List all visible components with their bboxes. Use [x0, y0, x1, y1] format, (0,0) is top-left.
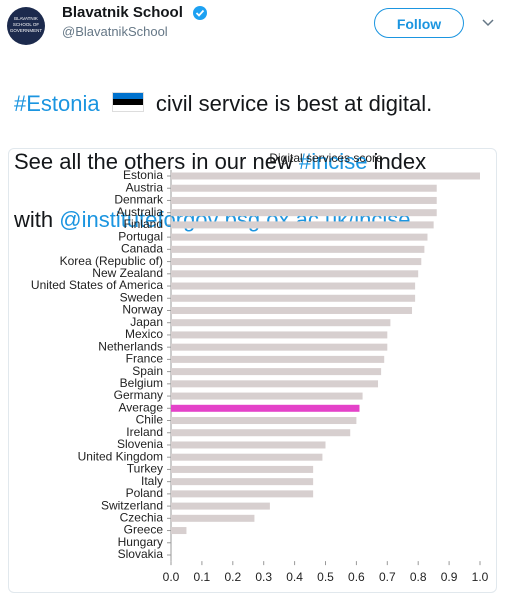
bar [171, 478, 314, 486]
tweet-text: #Estonia civil service is best at digita… [14, 60, 432, 263]
y-tick-label: France [126, 352, 164, 366]
y-tick-label: Japan [130, 315, 163, 329]
y-tick-label: Turkey [127, 462, 163, 476]
y-tick-label: Germany [114, 388, 163, 402]
y-tick-label: Chile [136, 413, 164, 427]
y-tick-label: Italy [141, 474, 163, 488]
x-tick-label: 0.3 [255, 570, 272, 584]
y-tick-label: Canada [121, 242, 163, 256]
avatar-text: GOVERNMENT [10, 28, 43, 33]
avatar-text: BLAVATNIK [14, 16, 38, 21]
hashtag[interactable]: #Estonia [14, 91, 100, 116]
bar [171, 514, 255, 522]
verified-badge [193, 6, 207, 20]
y-tick-label: Czechia [120, 510, 164, 524]
bar [171, 294, 416, 302]
y-tick-label: Portugal [118, 229, 163, 243]
x-tick-label: 0.1 [194, 570, 211, 584]
bar [171, 270, 419, 278]
menu-chevron[interactable] [481, 18, 495, 28]
text: civil service is best at digital. [155, 91, 433, 116]
y-tick-label: Sweden [120, 290, 163, 304]
y-tick-label: United Kingdom [78, 449, 163, 463]
bar [171, 502, 270, 510]
image-card[interactable] [8, 148, 497, 593]
bar [171, 233, 428, 241]
bar [171, 527, 187, 535]
y-tick-label: Austria [126, 180, 164, 194]
x-tick-label: 1.0 [472, 570, 489, 584]
bar [171, 404, 360, 412]
y-tick-label: Norway [122, 303, 163, 317]
y-tick-label: New Zealand [92, 266, 163, 280]
hashtag[interactable]: #incise [298, 149, 368, 174]
bar [171, 343, 388, 351]
x-tick-label: 0.5 [317, 570, 334, 584]
follow-button[interactable]: Follow [374, 8, 464, 38]
x-tick-label: 0.8 [410, 570, 427, 584]
bar [171, 221, 434, 229]
y-tick-label: Belgium [120, 376, 163, 390]
x-tick-label: 0.0 [163, 570, 180, 584]
bar [171, 465, 314, 473]
bar [171, 172, 480, 180]
bar [171, 453, 323, 461]
text: index [367, 149, 427, 174]
bar [171, 441, 326, 449]
flag [111, 92, 144, 112]
bar [171, 184, 437, 192]
y-tick-label: Korea (Republic of) [60, 254, 163, 268]
bar [171, 245, 425, 253]
bar [171, 380, 379, 388]
text: See all the others in our new [14, 149, 299, 174]
x-tick-label: 0.9 [441, 570, 458, 584]
x-tick-label: 0.2 [224, 570, 241, 584]
display-name[interactable]: Blavatnik School [62, 4, 183, 21]
bar [171, 355, 385, 363]
y-tick-label: Slovakia [118, 547, 164, 561]
bar [171, 417, 357, 425]
y-tick-label: Finland [124, 217, 163, 231]
handle[interactable]: @BlavatnikSchool [62, 24, 168, 39]
x-tick-label: 0.4 [286, 570, 303, 584]
x-tick-label: 0.7 [379, 570, 396, 584]
chart-title: Digital services score [269, 151, 383, 165]
bar [171, 429, 351, 437]
y-tick-label: Netherlands [98, 339, 163, 353]
bar [171, 196, 437, 204]
y-tick-label: Spain [132, 364, 163, 378]
bar [171, 490, 314, 498]
tweet-line: See all the others in our new #incise in… [14, 147, 432, 176]
bar [171, 258, 422, 266]
y-tick-label: Hungary [118, 535, 163, 549]
x-tick-label: 0.6 [348, 570, 365, 584]
bar [171, 368, 382, 376]
avatar[interactable]: BLAVATNIK SCHOOL OF GOVERNMENT [4, 4, 54, 54]
bar [171, 209, 437, 217]
bar [171, 331, 388, 339]
y-tick-label: Denmark [114, 193, 164, 207]
bar [171, 306, 413, 314]
bar [171, 392, 363, 400]
y-tick-label: Estonia [123, 168, 163, 182]
y-tick-label: Greece [124, 523, 164, 537]
y-tick-label: Ireland [126, 425, 163, 439]
avatar-text: SCHOOL OF [13, 22, 40, 27]
y-tick-label: Mexico [125, 327, 163, 341]
tweet-line: #Estonia civil service is best at digita… [14, 89, 432, 118]
y-tick-label: Switzerland [101, 498, 163, 512]
y-tick-label: Average [119, 400, 164, 414]
y-tick-label: Poland [126, 486, 163, 500]
y-tick-label: Slovenia [117, 437, 163, 451]
bar [171, 319, 391, 327]
text: with [14, 207, 60, 232]
y-tick-label: Australia [116, 205, 163, 219]
bar [171, 282, 416, 290]
y-tick-label: United States of America [31, 278, 163, 292]
